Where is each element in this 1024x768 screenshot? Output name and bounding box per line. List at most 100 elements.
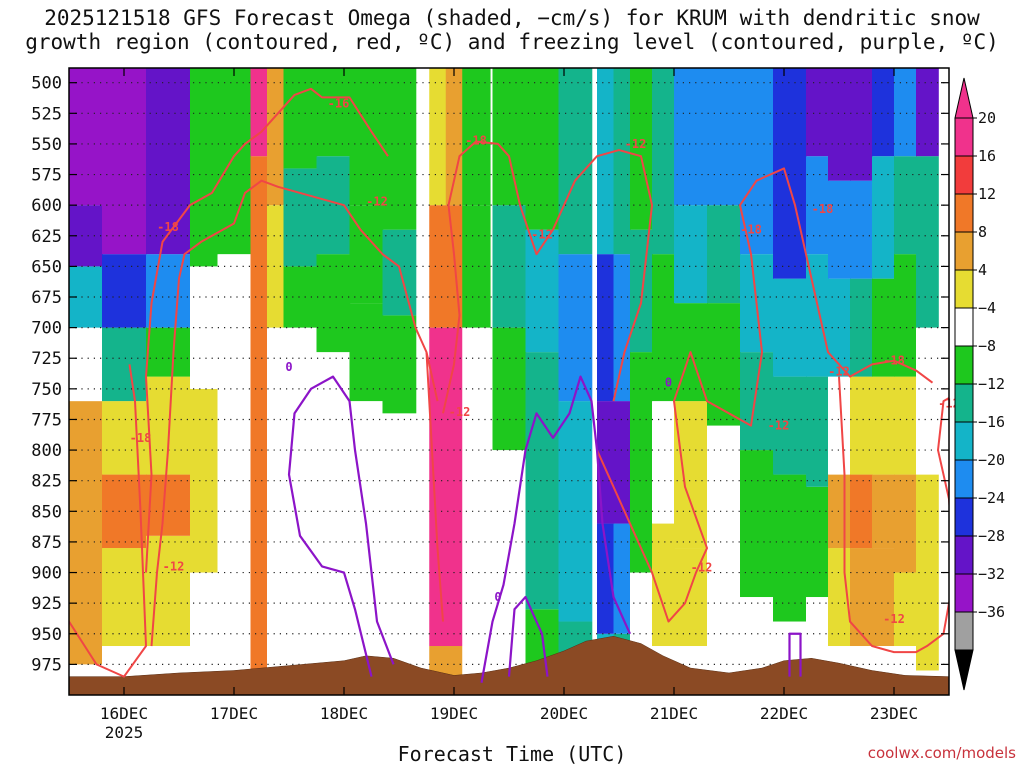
omega-cell xyxy=(597,523,615,634)
colorbar-bin xyxy=(954,421,974,461)
x-tick-label: 16DEC xyxy=(100,704,148,723)
freezing-contour-line xyxy=(480,375,632,683)
omega-cell xyxy=(740,352,774,451)
omega-cell xyxy=(674,68,708,206)
omega-cell xyxy=(429,68,447,206)
omega-cell xyxy=(850,180,873,279)
colorbar-label: 4 xyxy=(978,261,987,279)
omega-cell xyxy=(283,327,318,695)
chart-title: 2025121518 GFS Forecast Omega (shaded, −… xyxy=(0,6,1024,54)
y-tick-label: 550 xyxy=(31,135,62,155)
colorbar-bin xyxy=(954,497,974,537)
omega-cell xyxy=(850,278,873,377)
omega-cell xyxy=(349,68,384,206)
omega-cell xyxy=(102,254,147,328)
omega-cell xyxy=(525,68,560,230)
dgz-contour-label: -12 xyxy=(828,365,850,379)
colorbar-over-arrow xyxy=(954,77,974,119)
dgz-contour-label: -18 xyxy=(812,202,834,216)
y-tick-label: 575 xyxy=(31,166,62,186)
y-tick-label: 725 xyxy=(31,349,62,369)
dgz-contour-label: -18 xyxy=(883,354,905,368)
omega-cell xyxy=(267,68,285,206)
omega-cell xyxy=(740,450,774,598)
omega-cell xyxy=(102,548,147,647)
colorbar-bin xyxy=(954,383,974,423)
dgz-contour-line xyxy=(150,179,439,647)
colorbar-bin xyxy=(954,345,974,385)
x-tick-label: 20DEC xyxy=(540,704,588,723)
omega-cell xyxy=(894,474,917,573)
colorbar-bin xyxy=(954,611,974,651)
omega-cell xyxy=(382,229,417,316)
y-tick-label: 825 xyxy=(31,472,62,492)
omega-cell xyxy=(894,376,917,475)
dgz-contour-line xyxy=(145,87,389,573)
omega-cell xyxy=(525,229,560,353)
colorbar-label: −16 xyxy=(978,413,1005,431)
colorbar-label: −28 xyxy=(978,527,1005,545)
omega-cell xyxy=(828,68,851,181)
colorbar-bin xyxy=(954,573,974,613)
omega-cell xyxy=(806,486,829,598)
omega-cell xyxy=(630,68,653,230)
y-tick-label: 875 xyxy=(31,533,62,553)
y-tick-label: 850 xyxy=(31,502,62,522)
colorbar-bin xyxy=(954,535,974,575)
omega-cell xyxy=(190,266,219,389)
terrain-area xyxy=(69,635,949,695)
x-tick-sublabel: 2025 xyxy=(105,723,144,742)
omega-cell xyxy=(316,68,351,157)
colorbar-bin xyxy=(954,307,974,347)
omega-cell xyxy=(190,68,219,267)
x-tick-label: 18DEC xyxy=(320,704,368,723)
colorbar-label: −12 xyxy=(978,375,1005,393)
x-tick-label: 23DEC xyxy=(870,704,918,723)
y-tick-label: 950 xyxy=(31,625,62,645)
chart-title-line-2: growth region (contoured, red, ºC) and f… xyxy=(25,30,999,54)
omega-cell xyxy=(850,548,873,647)
dgz-contour-label: -18 xyxy=(157,220,179,234)
colorbar-label: −8 xyxy=(978,337,996,355)
y-tick-label: 650 xyxy=(31,257,62,277)
y-axis: 500 525 550 575 600 625 650 675 700 725 750 775 800 8… xyxy=(31,74,949,675)
omega-cell xyxy=(894,254,917,377)
omega-cell xyxy=(850,474,873,549)
omega-cell xyxy=(283,266,318,328)
omega-cell xyxy=(828,180,851,279)
omega-cell xyxy=(894,156,917,255)
omega-cell xyxy=(806,376,829,487)
y-tick-label: 800 xyxy=(31,441,62,461)
colorbar-label: −24 xyxy=(978,489,1005,507)
omega-cell xyxy=(382,68,417,230)
omega-cell xyxy=(674,548,708,647)
omega-cell xyxy=(102,401,147,475)
omega-cell xyxy=(806,156,829,255)
dgz-contour-label: -12 xyxy=(366,194,388,208)
freezing-contour-label: 0 xyxy=(665,376,672,390)
y-tick-label: 500 xyxy=(31,74,62,94)
omega-cell xyxy=(190,388,219,573)
y-tick-label: 675 xyxy=(31,288,62,308)
x-tick-label: 17DEC xyxy=(210,704,258,723)
omega-cell xyxy=(267,205,285,328)
omega-cell xyxy=(146,474,191,536)
terrain-profile xyxy=(69,635,949,695)
omega-cell xyxy=(316,352,351,695)
y-tick-label: 625 xyxy=(31,227,62,247)
omega-cell xyxy=(872,376,895,475)
colorbar-label: −32 xyxy=(978,565,1005,583)
omega-cell xyxy=(828,278,851,377)
freezing-contour-line xyxy=(788,632,802,677)
omega-cell xyxy=(894,572,917,647)
colorbar-bin xyxy=(954,269,974,309)
omega-cell xyxy=(872,278,895,377)
omega-cell xyxy=(707,68,741,206)
omega-cell xyxy=(558,254,593,402)
dgz-contours xyxy=(69,87,949,678)
dgz-contour-label: -18 xyxy=(130,431,152,445)
omega-cell xyxy=(652,401,675,524)
omega-cell xyxy=(429,327,447,647)
y-tick-label: 775 xyxy=(31,410,62,430)
